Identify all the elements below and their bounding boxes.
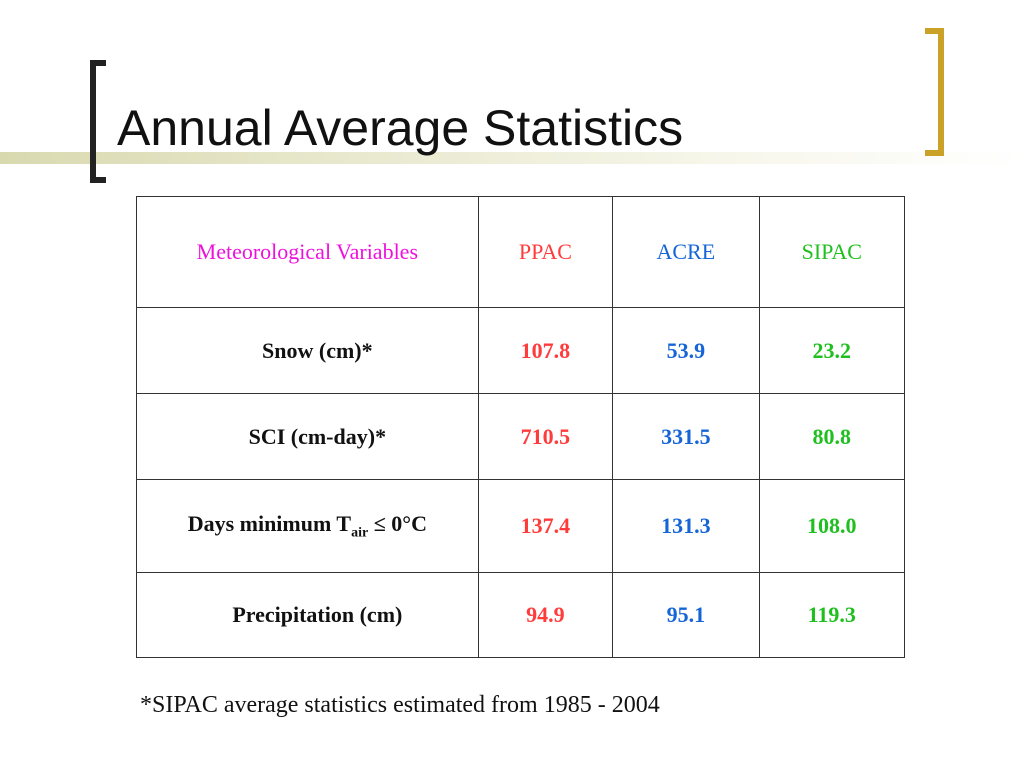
table-row: Precipitation (cm) 94.9 95.1 119.3 <box>136 572 906 658</box>
header-sipac: SIPAC <box>758 196 906 308</box>
cell-sipac: 80.8 <box>758 393 906 480</box>
header-acre: ACRE <box>612 196 760 308</box>
table-row: SCI (cm-day)* 710.5 331.5 80.8 <box>136 393 906 480</box>
cell-acre: 95.1 <box>612 572 760 658</box>
row-label-cell: Days minimum Tair ≤ 0°C <box>136 479 479 573</box>
cell-ppac: 137.4 <box>477 479 614 573</box>
row-label-subscript: air <box>351 525 369 541</box>
row-label: SCI (cm-day)* <box>248 423 387 449</box>
left-bracket-decoration <box>90 60 106 183</box>
cell-acre: 53.9 <box>612 307 760 394</box>
cell-sipac: 119.3 <box>758 572 906 658</box>
row-label: Precipitation (cm) <box>232 602 403 627</box>
footnote: *SIPAC average statistics estimated from… <box>140 692 660 718</box>
row-label: Snow (cm)* <box>262 337 373 363</box>
header-ppac: PPAC <box>477 196 614 308</box>
row-label-cell: Snow (cm)* <box>136 307 479 394</box>
row-label-prefix: Days minimum T <box>187 510 352 536</box>
row-label-cell: Precipitation (cm) <box>136 572 479 658</box>
cell-acre: 331.5 <box>612 393 760 480</box>
statistics-table: Meteorological Variables PPAC ACRE SIPAC… <box>136 196 906 658</box>
cell-sipac: 23.2 <box>758 307 906 394</box>
cell-sipac: 108.0 <box>758 479 906 573</box>
table-row: Days minimum Tair ≤ 0°C 137.4 131.3 108.… <box>136 479 906 573</box>
table-row: Snow (cm)* 107.8 53.9 23.2 <box>136 307 906 394</box>
cell-ppac: 710.5 <box>477 393 614 480</box>
row-label-suffix: ≤ 0°C <box>368 510 427 536</box>
title-underline-band <box>0 152 1024 164</box>
right-bracket-decoration <box>925 28 944 156</box>
cell-ppac: 107.8 <box>477 307 614 394</box>
row-label-cell: SCI (cm-day)* <box>136 393 479 480</box>
cell-acre: 131.3 <box>612 479 760 573</box>
header-meteorological-variables: Meteorological Variables <box>136 196 479 308</box>
slide-title: Annual Average Statistics <box>117 100 684 156</box>
table-header-row: Meteorological Variables PPAC ACRE SIPAC <box>136 196 906 308</box>
cell-ppac: 94.9 <box>477 572 614 658</box>
